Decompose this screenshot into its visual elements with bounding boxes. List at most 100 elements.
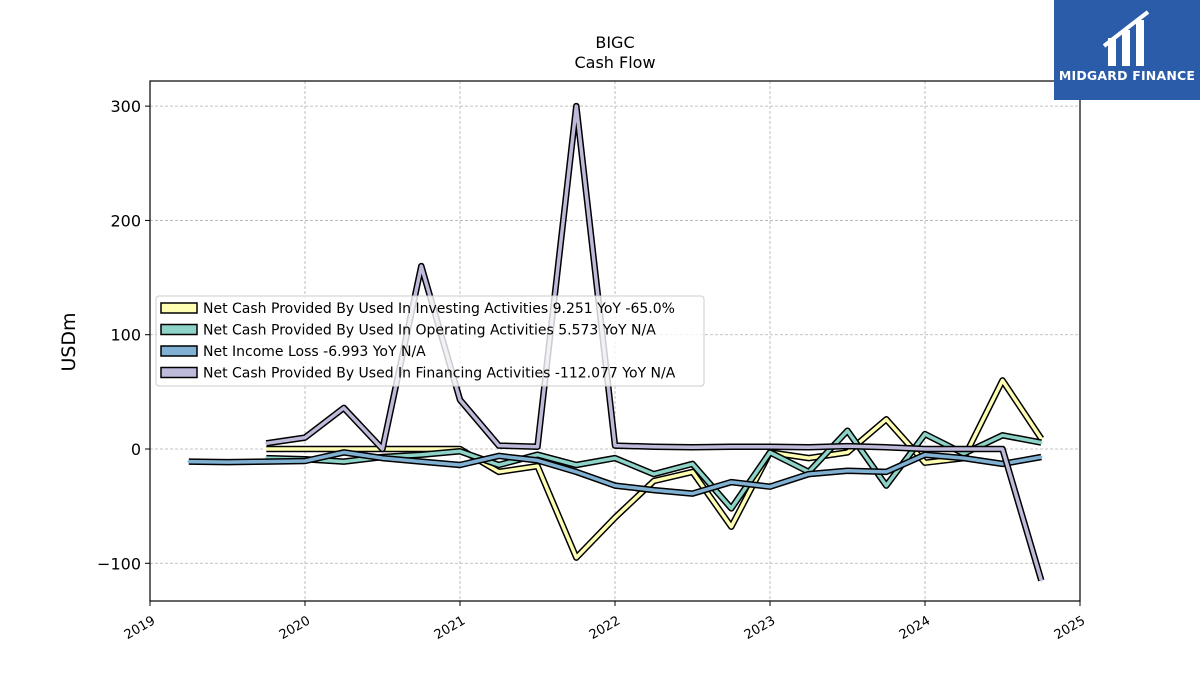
data-point xyxy=(420,460,423,463)
data-point xyxy=(265,442,268,445)
data-point xyxy=(381,447,384,451)
legend-label: Net Cash Provided By Used In Financing A… xyxy=(203,366,676,382)
logo-text: MIDGARD FINANCE xyxy=(1058,68,1196,83)
data-point xyxy=(187,460,190,463)
data-point xyxy=(923,453,927,456)
data-point xyxy=(652,479,655,483)
data-point xyxy=(303,459,307,463)
data-point xyxy=(1001,434,1004,437)
data-point xyxy=(923,461,927,464)
data-point xyxy=(730,525,733,528)
data-point xyxy=(342,460,345,463)
legend-label: Net Cash Provided By Used In Investing A… xyxy=(203,301,675,317)
logo-mark-icon xyxy=(1102,10,1150,66)
data-point xyxy=(575,463,578,467)
y-tick-label: 0 xyxy=(131,440,141,459)
data-point xyxy=(691,462,694,466)
y-tick-label: 100 xyxy=(110,326,141,345)
data-point xyxy=(458,398,462,402)
data-point xyxy=(885,484,888,487)
data-point xyxy=(768,451,772,454)
data-point xyxy=(962,456,965,460)
data-point xyxy=(1040,455,1043,459)
data-point xyxy=(807,456,810,460)
data-point xyxy=(226,460,229,464)
y-tick-label: 300 xyxy=(110,97,141,116)
data-point xyxy=(730,445,733,448)
data-point xyxy=(807,446,810,449)
data-point xyxy=(962,447,965,451)
data-point xyxy=(846,429,849,432)
data-point xyxy=(458,450,462,453)
data-point xyxy=(1001,447,1004,451)
data-point xyxy=(885,470,888,474)
data-point xyxy=(691,470,694,474)
legend-swatch xyxy=(160,345,198,357)
legend: Net Cash Provided By Used In Investing A… xyxy=(155,295,705,387)
data-point xyxy=(420,264,423,268)
data-point xyxy=(652,445,655,448)
x-tick-label: 2020 xyxy=(277,613,313,643)
data-point xyxy=(265,447,268,451)
data-point xyxy=(613,456,617,460)
data-point xyxy=(1001,379,1004,382)
data-point xyxy=(768,445,772,448)
data-point xyxy=(303,447,307,451)
chart-title: BIGC xyxy=(595,33,634,52)
data-point xyxy=(575,556,578,559)
data-point xyxy=(613,444,617,447)
data-point xyxy=(342,451,345,454)
series-4 xyxy=(265,102,1045,582)
data-point xyxy=(1001,462,1004,466)
series-3 xyxy=(187,449,1043,497)
data-point xyxy=(923,432,927,436)
midgard-finance-logo: MIDGARD FINANCE xyxy=(1054,0,1200,100)
data-point xyxy=(497,444,500,447)
data-point xyxy=(381,456,384,460)
data-point xyxy=(691,446,694,449)
data-point xyxy=(536,459,539,462)
data-point xyxy=(1040,579,1043,582)
series-lines xyxy=(187,102,1045,582)
data-point xyxy=(846,469,849,472)
data-point xyxy=(962,452,965,455)
legend-label: Net Cash Provided By Used In Operating A… xyxy=(203,323,656,339)
data-point xyxy=(807,472,810,476)
data-point xyxy=(885,418,888,421)
data-point xyxy=(420,453,423,456)
y-tick-label: 200 xyxy=(110,211,141,230)
data-point xyxy=(846,444,849,448)
series-1 xyxy=(265,377,1045,561)
data-point xyxy=(652,488,655,492)
data-point xyxy=(885,446,888,449)
y-axis-label: USDm xyxy=(58,312,80,371)
data-point xyxy=(691,492,694,495)
legend-box xyxy=(155,295,705,387)
legend-label: Net Income Loss -6.993 YoY N/A xyxy=(203,344,426,360)
data-point xyxy=(846,451,849,454)
data-point xyxy=(730,507,733,510)
data-point xyxy=(575,470,578,474)
x-tick-label: 2024 xyxy=(897,613,933,643)
data-point xyxy=(575,104,578,108)
x-tick-label: 2025 xyxy=(1052,613,1088,643)
data-point xyxy=(420,447,423,451)
data-point xyxy=(1040,441,1043,444)
data-point xyxy=(265,460,268,463)
legend-swatch xyxy=(160,323,198,336)
data-point xyxy=(652,472,655,476)
data-point xyxy=(613,484,617,487)
data-point xyxy=(730,480,733,484)
data-point xyxy=(497,470,500,474)
data-point xyxy=(497,454,500,458)
x-tick-label: 2022 xyxy=(587,613,623,643)
x-tick-label: 2023 xyxy=(742,613,778,643)
data-point xyxy=(536,464,539,468)
data-point xyxy=(768,485,772,488)
x-tick-label: 2021 xyxy=(432,613,468,643)
data-point xyxy=(303,436,307,439)
data-point xyxy=(458,463,462,467)
y-tick-label: −100 xyxy=(97,554,141,573)
data-point xyxy=(613,516,617,519)
